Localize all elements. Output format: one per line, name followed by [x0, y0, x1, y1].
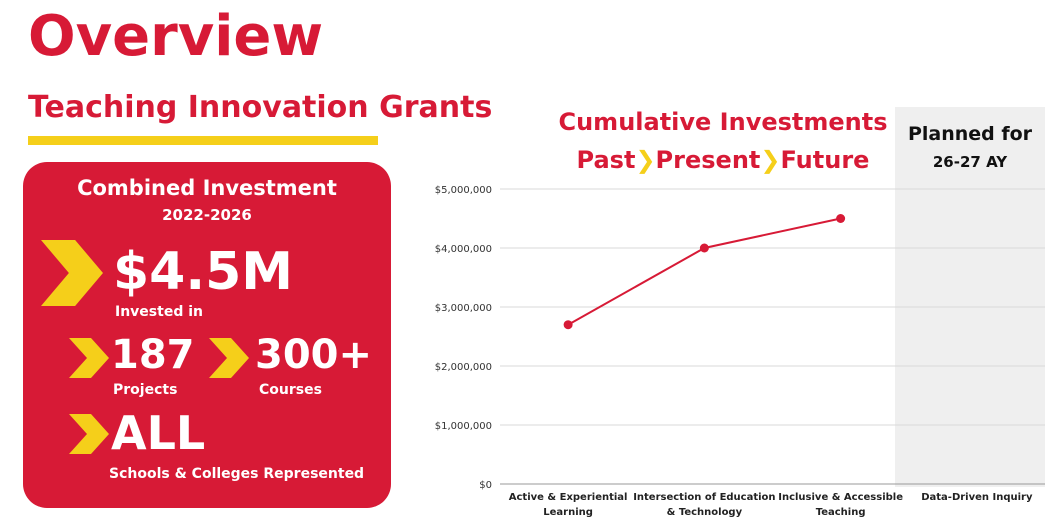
- subtitle-underline: [28, 136, 378, 145]
- y-tick-label: $1,000,000: [435, 421, 492, 432]
- schools-value: ALL: [111, 406, 206, 460]
- investment-panel: Combined Investment 2022-2026 $4.5M Inve…: [23, 162, 391, 508]
- data-point: [699, 243, 709, 253]
- planned-line2: 26-27 AY: [932, 153, 1008, 171]
- x-tick-label: Inclusive & Accessible Teaching: [778, 492, 903, 518]
- projects-value: 187: [111, 332, 195, 378]
- schools-label: Schools & Colleges Represented: [109, 466, 365, 482]
- y-tick-label: $2,000,000: [435, 362, 492, 373]
- panel-heading: Combined Investment: [77, 176, 337, 200]
- courses-value: 300+: [255, 332, 373, 378]
- total-investment-label: Invested in: [115, 304, 203, 320]
- chart-title: Cumulative Investments: [558, 108, 888, 136]
- y-tick-label: $0: [479, 480, 492, 491]
- chart-subtitle-past: Past: [576, 146, 636, 174]
- data-point: [563, 320, 573, 330]
- x-tick-label: Data-Driven Inquiry: [921, 492, 1033, 503]
- chevron-right-icon: ❯: [635, 146, 656, 174]
- data-point: [836, 214, 846, 223]
- page-subtitle: Teaching Innovation Grants: [28, 90, 493, 125]
- y-tick-label: $3,000,000: [435, 303, 492, 314]
- x-tick-label: Intersection of Education & Technology: [633, 492, 775, 518]
- chart-subtitle-present: Present: [655, 146, 761, 174]
- projects-label: Projects: [113, 382, 178, 398]
- panel-years: 2022-2026: [162, 206, 252, 224]
- chart-subtitle: Past❯Present❯Future: [548, 146, 898, 174]
- y-tick-label: $4,000,000: [435, 244, 492, 255]
- series-line: [567, 217, 841, 326]
- chevron-right-icon: ❯: [760, 146, 781, 174]
- y-tick-label: $5,000,000: [435, 185, 492, 196]
- chart-subtitle-future: Future: [780, 146, 870, 174]
- planned-line1: Planned for: [907, 123, 1033, 145]
- planned-region: Planned for 26-27 AY: [895, 107, 1045, 487]
- total-investment-value: $4.5M: [113, 242, 294, 302]
- page-title: Overview: [28, 4, 324, 69]
- x-tick-label: Active & Experiential Learning: [509, 492, 628, 518]
- courses-label: Courses: [259, 382, 322, 398]
